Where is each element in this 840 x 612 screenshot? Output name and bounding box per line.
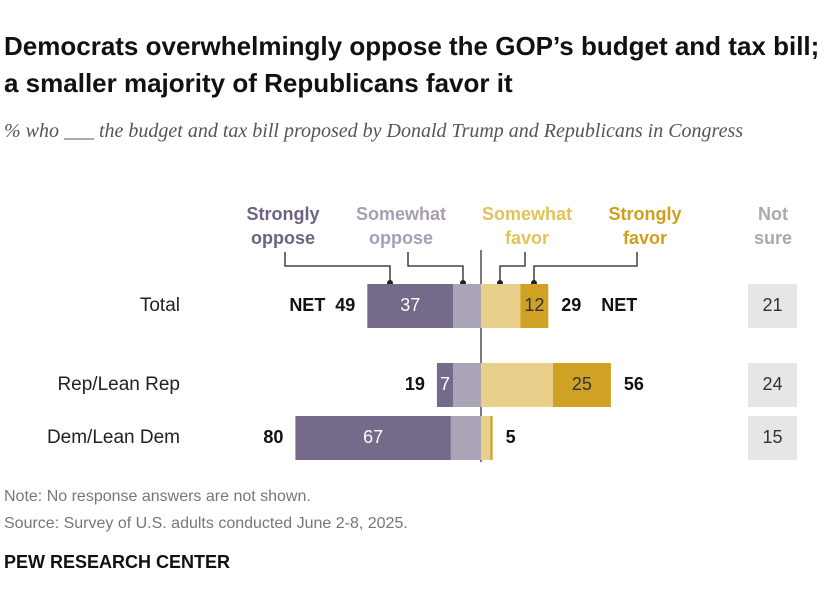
net-value: 56 [624,374,644,394]
leader [533,252,638,283]
net-value: 19 [405,374,425,394]
bar-segment [367,284,454,328]
bar-segment [520,284,549,328]
legend-box: Not sure [753,204,793,248]
legend-label: Somewhat oppose [355,204,447,248]
title-box: Democrats overwhelmingly oppose the GOP’… [4,31,820,98]
footer: PEW RESEARCH CENTER [4,552,230,572]
not-sure-box [748,284,797,328]
legend-label: Strongly oppose [246,204,320,248]
not-sure-box [748,416,797,460]
legend-box: Somewhat oppose [355,204,447,248]
legend-label: Not sure [753,204,793,248]
source: Source: Survey of U.S. adults conducted … [4,515,408,532]
bar-segment [481,363,553,407]
chart-title: Democrats overwhelmingly oppose the GOP’… [4,31,820,98]
bar-segment [490,416,493,460]
net-value: 29 [561,295,581,315]
legend-box: Somewhat favor [481,204,573,248]
chart-subtitle: % who ___ the budget and tax bill propos… [4,120,744,142]
not-sure-label: 15 [762,427,782,447]
net-label: NET [601,295,637,315]
category-label: Rep/Lean Rep [57,374,180,395]
bar-segment [481,284,521,328]
category-label: Dem/Lean Dem [47,427,180,448]
value-label: 67 [363,427,383,447]
value-label: 12 [524,295,544,315]
note: Note: No response answers are not shown. [4,488,311,505]
legend-label: Somewhat favor [481,204,573,248]
value-label: 7 [440,374,450,394]
net-value: 49 [335,295,355,315]
leader [499,252,526,283]
bar-segment [453,363,481,407]
not-sure-label: 24 [762,374,782,394]
net-label: NET [289,295,325,315]
bar-segment [295,416,451,460]
not-sure-label: 21 [762,295,782,315]
leader [284,252,391,283]
bar-segment [453,284,481,328]
bar-segment [450,416,481,460]
value-label: 25 [572,374,592,394]
net-value: 80 [263,427,283,447]
leader [407,252,464,283]
legend-box: Strongly oppose [246,204,320,248]
subtitle-box: % who ___ the budget and tax bill propos… [4,120,744,142]
leader-lines [284,252,638,283]
bar-segment [481,416,491,460]
bar-segment [552,363,611,407]
not-sure-box [748,363,797,407]
legend-label: Strongly favor [608,204,682,248]
category-label: Total [140,295,180,316]
value-label: 37 [400,295,420,315]
legend-box: Strongly favor [608,204,682,248]
bar-segment [436,363,454,407]
net-value: 5 [506,427,516,447]
